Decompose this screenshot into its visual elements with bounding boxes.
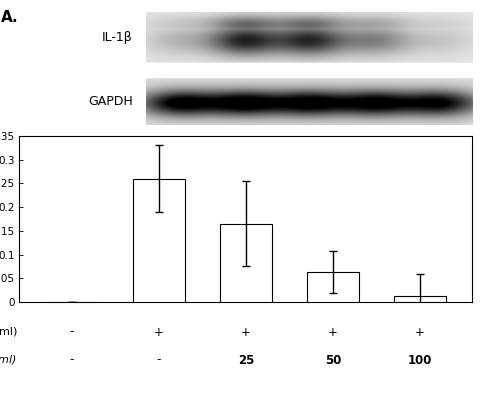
Text: P. baumii ($\mu$g/ml): P. baumii ($\mu$g/ml) — [0, 353, 17, 367]
Bar — [220, 224, 272, 302]
Bar — [307, 272, 359, 302]
Text: -: - — [70, 354, 74, 366]
Text: -: - — [157, 354, 161, 366]
Text: LPS (μg/ml): LPS (μg/ml) — [0, 327, 17, 337]
Text: +: + — [241, 326, 251, 338]
Text: -: - — [70, 326, 74, 338]
Text: +: + — [328, 326, 338, 338]
Text: 100: 100 — [408, 354, 432, 366]
Bar — [394, 296, 446, 302]
Text: +: + — [154, 326, 164, 338]
Text: GAPDH: GAPDH — [88, 95, 132, 108]
Text: IL-1β: IL-1β — [102, 31, 132, 44]
Text: 50: 50 — [325, 354, 341, 366]
Text: A.: A. — [1, 10, 19, 25]
Bar — [132, 178, 185, 302]
Text: 25: 25 — [238, 354, 254, 366]
Text: +: + — [415, 326, 425, 338]
